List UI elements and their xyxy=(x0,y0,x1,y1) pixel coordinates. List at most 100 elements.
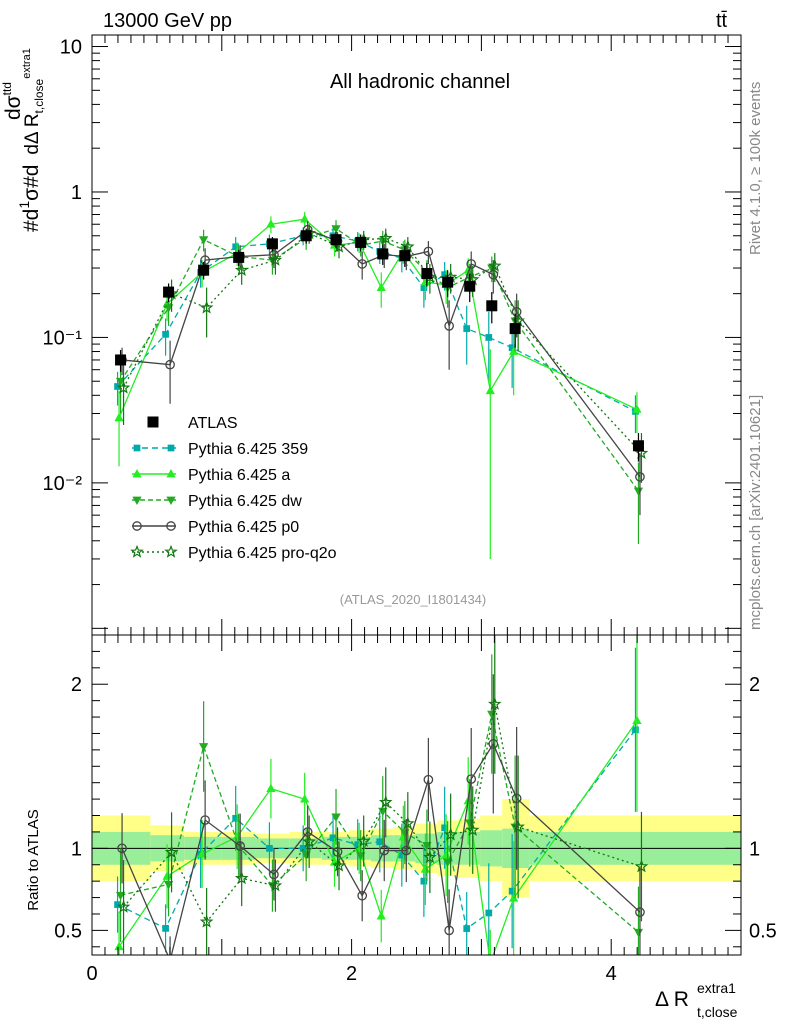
ratio-point-pythia-6-425-dw xyxy=(115,891,126,901)
ratio-point-pythia-6-425-p0 xyxy=(379,845,390,856)
ratio-point-pythia-6-425-pro-q2o xyxy=(400,816,415,830)
svg-text:#d1σ#d dΔ Rt,closeextra1: #d1σ#d dΔ Rt,closeextra1 xyxy=(16,48,46,232)
point-pythia-6-425-a xyxy=(485,385,495,395)
y-tick-label: 1 xyxy=(71,182,82,204)
point-pythia-6-425-359 xyxy=(420,284,428,291)
ratio-point-pythia-6-425-a xyxy=(420,864,431,873)
ratio-point-pythia-6-425-dw xyxy=(356,852,366,861)
ratio-point-pythia-6-425-dw xyxy=(301,851,311,860)
point-pythia-6-425-p0 xyxy=(635,472,645,482)
ratio-point-pythia-6-425-pro-q2o xyxy=(268,878,283,892)
ratio-point-pythia-6-425-pro-q2o xyxy=(356,833,371,847)
ratio-point-pythia-6-425-359 xyxy=(485,909,493,917)
ratio-point-pythia-6-425-p0 xyxy=(302,827,313,837)
ratio-point-pythia-6-425-p0 xyxy=(444,925,455,936)
ratio-point-pythia-6-425-a xyxy=(197,848,207,858)
point-pythia-6-425-p0 xyxy=(200,255,210,265)
legend-marker-pythia-6-425-p0 xyxy=(166,521,176,531)
mcplots-label: mcplots.cern.ch [arXiv:2401.10621] xyxy=(747,395,764,630)
ratio-y-tick-label-right: 1 xyxy=(749,838,760,860)
ratio-y-tick-label: 2 xyxy=(71,674,82,696)
ratio-y-tick-label-right: 2 xyxy=(749,674,760,696)
point-pythia-6-425-359 xyxy=(508,344,516,352)
ratio-point-pythia-6-425-pro-q2o xyxy=(164,845,179,859)
ratio-point-pythia-6-425-p0 xyxy=(235,841,246,851)
ratio-point-pythia-6-425-pro-q2o xyxy=(378,795,393,809)
ratio-point-pythia-6-425-p0 xyxy=(488,739,499,749)
legend-marker-pythia-6-425-pro-q2o xyxy=(130,544,144,558)
ratio-ylabel: Ratio to ATLAS xyxy=(25,809,42,910)
point-pythia-6-425-a xyxy=(463,265,473,274)
legend-marker-pythia-6-425-dw xyxy=(132,496,142,506)
ratio-point-pythia-6-425-pro-q2o xyxy=(116,899,131,913)
ratio-point-pythia-6-425-359 xyxy=(463,925,471,932)
legend-marker-pythia-6-425-pro-q2o xyxy=(164,544,178,558)
ratio-y-tick-label: 1 xyxy=(71,838,82,860)
legend-label-pythia-6-425-pro-q2o: Pythia 6.425 pro-q2o xyxy=(188,545,337,562)
ratio-point-pythia-6-425-a xyxy=(441,850,451,859)
ratio-point-pythia-6-425-dw xyxy=(378,807,388,817)
point-pythia-6-425-pro-q2o xyxy=(378,231,393,245)
legend-marker-pythia-6-425-dw xyxy=(166,496,176,506)
point-atlas xyxy=(355,236,367,248)
point-pythia-6-425-359 xyxy=(485,334,493,341)
ratio-point-pythia-6-425-359 xyxy=(266,844,273,852)
ratio-point-pythia-6-425-p0 xyxy=(511,793,522,804)
ratio-point-pythia-6-425-dw xyxy=(422,841,432,851)
point-pythia-6-425-dw xyxy=(331,225,341,234)
point-atlas xyxy=(163,286,175,298)
analysis-tag: (ATLAS_2020_I1801434) xyxy=(340,592,486,607)
xlabel: Δ R extra1 t,close xyxy=(655,980,738,1020)
point-pythia-6-425-a xyxy=(300,214,310,223)
point-pythia-6-425-p0 xyxy=(444,321,455,331)
point-atlas xyxy=(115,354,127,366)
ratio-plot-area xyxy=(92,635,741,955)
ratio-point-pythia-6-425-p0 xyxy=(117,843,127,854)
ratio-point-pythia-6-425-a xyxy=(266,783,276,793)
rivet-label: Rivet 4.1.0, ≥ 100k events xyxy=(747,82,764,255)
ratio-point-pythia-6-425-pro-q2o xyxy=(511,819,525,833)
ratio-point-pythia-6-425-359 xyxy=(354,841,362,849)
ratio-point-pythia-6-425-359 xyxy=(114,901,121,908)
point-atlas xyxy=(464,280,476,292)
point-atlas xyxy=(300,230,312,242)
ratio-point-pythia-6-425-pro-q2o xyxy=(465,822,480,836)
point-atlas xyxy=(442,276,454,288)
x-tick-label: 4 xyxy=(606,963,617,985)
point-pythia-6-425-p0 xyxy=(357,259,368,269)
ratio-point-pythia-6-425-pro-q2o xyxy=(199,914,214,928)
ratio-line-pythia-6-425-a xyxy=(118,720,638,955)
point-atlas xyxy=(421,268,433,280)
y-tick-label: 10 xyxy=(60,37,82,59)
point-pythia-6-425-359 xyxy=(232,243,240,251)
point-pythia-6-425-359 xyxy=(463,325,471,332)
process-label: tt̄ xyxy=(716,10,728,32)
energy-label: 13000 GeV pp xyxy=(103,10,232,32)
ratio-point-pythia-6-425-359 xyxy=(329,834,337,842)
ratio-point-pythia-6-425-pro-q2o xyxy=(423,850,437,864)
point-pythia-6-425-p0 xyxy=(488,269,499,280)
point-pythia-6-425-pro-q2o xyxy=(116,380,131,394)
point-pythia-6-425-pro-q2o xyxy=(199,300,214,314)
ratio-point-pythia-6-425-p0 xyxy=(423,774,434,785)
point-atlas xyxy=(509,323,521,335)
legend-label-pythia-6-425-a: Pythia 6.425 a xyxy=(188,467,290,484)
ratio-line-pythia-6-425-p0 xyxy=(121,742,641,955)
ratio-point-pythia-6-425-pro-q2o xyxy=(302,834,317,848)
ratio-y-tick-label-right: 0.5 xyxy=(749,920,777,942)
ratio-point-pythia-6-425-a xyxy=(162,871,172,880)
main-plot-area xyxy=(114,211,649,559)
ratio-point-pythia-6-425-359 xyxy=(232,814,240,822)
series-line-pythia-6-425-pro-q2o xyxy=(122,232,642,454)
ratio-point-pythia-6-425-pro-q2o xyxy=(443,827,458,841)
point-pythia-6-425-359 xyxy=(114,383,121,390)
legend-label-pythia-6-425-dw: Pythia 6.425 dw xyxy=(188,493,302,510)
ratio-point-pythia-6-425-dw xyxy=(465,819,475,828)
point-pythia-6-425-pro-q2o xyxy=(400,239,415,253)
point-pythia-6-425-p0 xyxy=(165,359,175,370)
ratio-point-pythia-6-425-a xyxy=(632,715,642,725)
ratio-point-pythia-6-425-359 xyxy=(398,851,406,859)
ratio-point-pythia-6-425-dw xyxy=(487,710,497,720)
ratio-point-pythia-6-425-dw xyxy=(199,743,209,752)
